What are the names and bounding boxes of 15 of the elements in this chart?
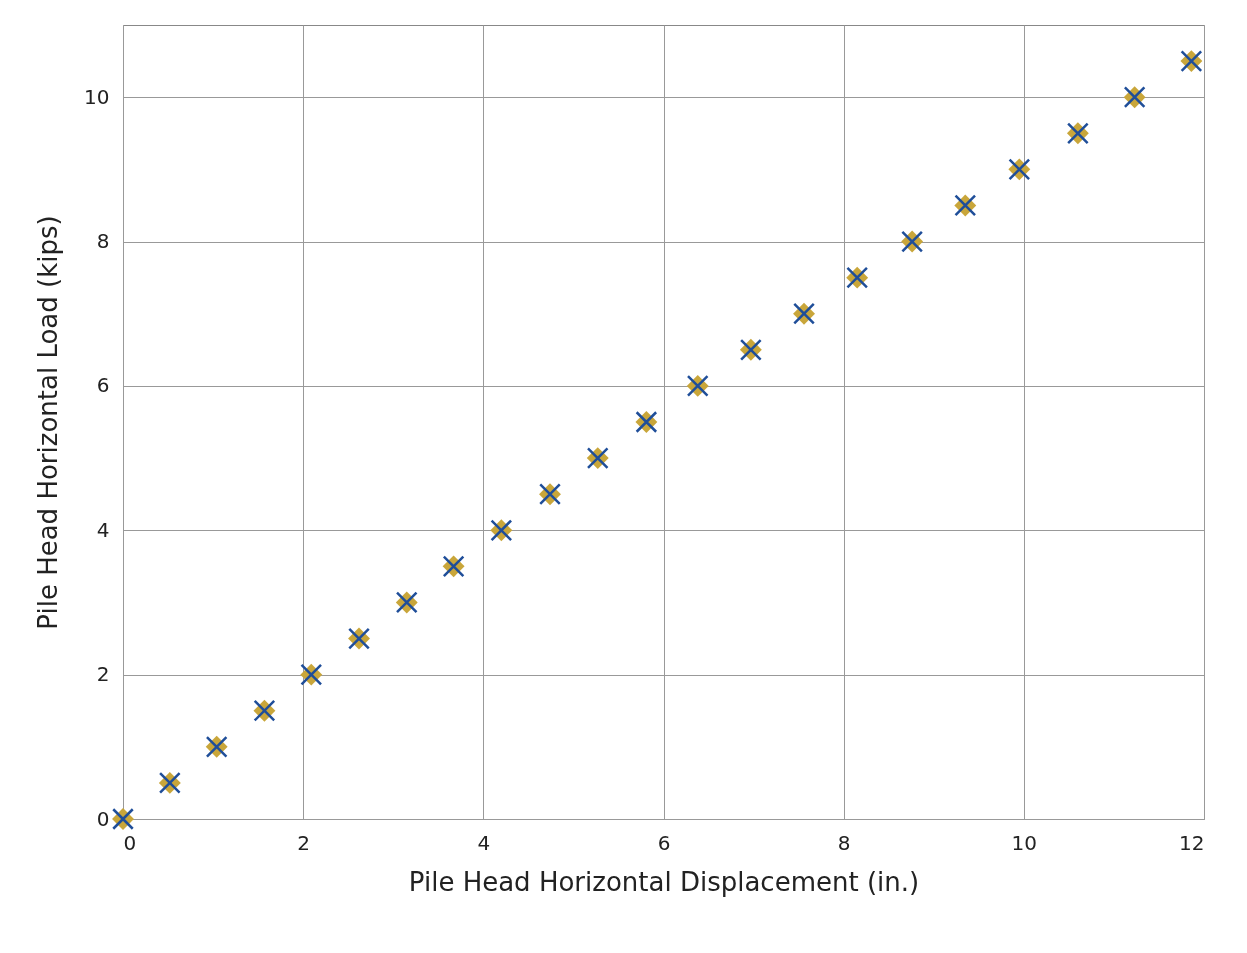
y-tick-label: 0 <box>96 806 110 831</box>
y-axis-title: Pile Head Horizontal Load (kips) <box>33 215 64 630</box>
x-tick-label: 6 <box>657 830 671 855</box>
x-tick-label: 8 <box>837 830 851 855</box>
x-tick-label: 4 <box>477 830 491 855</box>
x-tick-label: 12 <box>1179 830 1205 855</box>
y-tick-label: 10 <box>84 84 110 109</box>
x-tick-label: 10 <box>1011 830 1038 855</box>
x-tick-label: 2 <box>297 830 311 855</box>
y-tick-label: 6 <box>96 373 110 398</box>
y-tick-label: 8 <box>96 229 110 254</box>
y-tick-label: 2 <box>96 662 110 687</box>
y-tick-label: 4 <box>96 517 110 542</box>
x-tick-label: 0 <box>123 830 137 855</box>
x-axis-title: Pile Head Horizontal Displacement (in.) <box>408 866 920 897</box>
